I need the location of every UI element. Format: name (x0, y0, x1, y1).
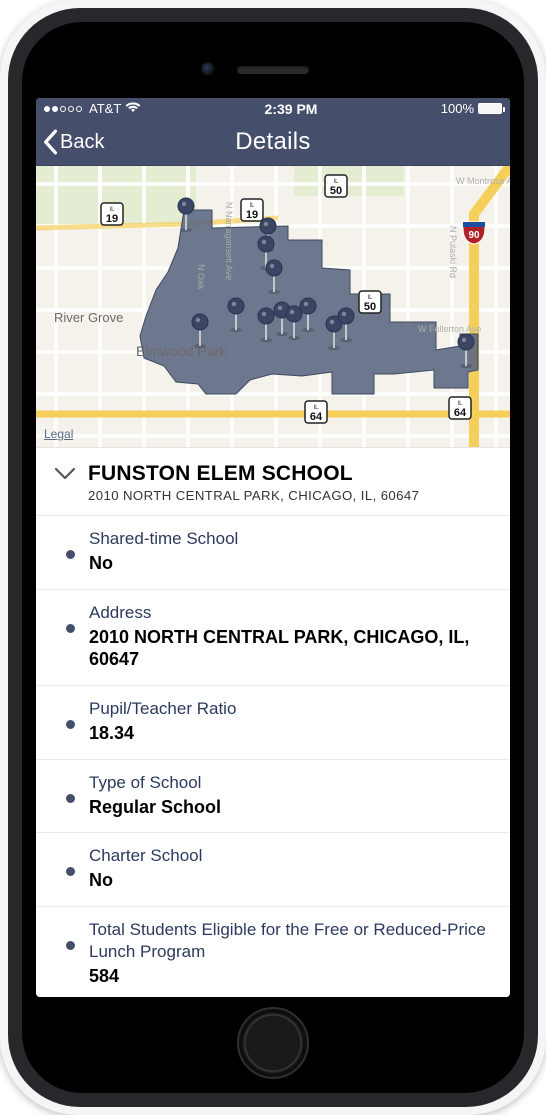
detail-value: No (89, 552, 494, 575)
map-view[interactable]: N Narragansett Ave N Oak N Pulaski Rd W Ful… (36, 166, 510, 448)
phone-frame-mid: AT&T 2:39 PM 100% Back (8, 8, 538, 1107)
bullet-icon (66, 720, 75, 729)
svg-text:64: 64 (310, 411, 323, 423)
school-address-subtitle: 2010 NORTH CENTRAL PARK, CHICAGO, IL, 60… (88, 488, 494, 503)
phone-bezel: AT&T 2:39 PM 100% Back (0, 0, 546, 1115)
school-title-block: FUNSTON ELEM SCHOOL 2010 NORTH CENTRAL P… (88, 462, 494, 503)
map-canvas: N Narragansett Ave N Oak N Pulaski Rd W Ful… (36, 166, 510, 448)
status-time: 2:39 PM (265, 101, 318, 117)
detail-row: Total Students Eligible for the Free or … (36, 907, 510, 997)
school-name: FUNSTON ELEM SCHOOL (88, 462, 494, 486)
detail-value: 18.34 (89, 722, 494, 745)
detail-label: Pupil/Teacher Ratio (89, 698, 494, 720)
detail-label: Charter School (89, 845, 494, 867)
home-button[interactable] (237, 1007, 309, 1079)
svg-text:N Pulaski Rd: N Pulaski Rd (448, 226, 458, 278)
wifi-icon (125, 101, 141, 116)
phone-frame-inner: AT&T 2:39 PM 100% Back (22, 22, 524, 1093)
detail-label: Address (89, 602, 494, 624)
back-button[interactable]: Back (36, 129, 104, 155)
svg-text:Elmwood Park: Elmwood Park (136, 343, 227, 359)
detail-row: Address2010 NORTH CENTRAL PARK, CHICAGO,… (36, 590, 510, 686)
detail-value: 584 (89, 965, 494, 988)
detail-label: Type of School (89, 772, 494, 794)
page-title: Details (36, 128, 510, 156)
bullet-icon (66, 867, 75, 876)
svg-text:River Grove: River Grove (54, 310, 123, 325)
bullet-icon (66, 624, 75, 633)
signal-dots-icon (44, 106, 82, 112)
bullet-icon (66, 794, 75, 803)
detail-value: Regular School (89, 796, 494, 819)
svg-text:50: 50 (330, 185, 342, 197)
detail-row: Shared-time SchoolNo (36, 516, 510, 590)
bullet-icon (66, 941, 75, 950)
earpiece-speaker-icon (237, 66, 309, 74)
detail-row: Pupil/Teacher Ratio18.34 (36, 686, 510, 760)
status-bar: AT&T 2:39 PM 100% (36, 98, 510, 120)
carrier-label: AT&T (89, 101, 121, 116)
details-list: Shared-time SchoolNoAddress2010 NORTH CE… (36, 516, 510, 997)
detail-value: No (89, 869, 494, 892)
svg-text:19: 19 (246, 209, 258, 221)
map-legal-link[interactable]: Legal (44, 427, 73, 441)
details-scroll[interactable]: FUNSTON ELEM SCHOOL 2010 NORTH CENTRAL P… (36, 448, 510, 997)
svg-text:N Narragansett Ave: N Narragansett Ave (224, 202, 234, 280)
svg-text:W Fullerton Ave: W Fullerton Ave (418, 324, 481, 334)
detail-row: Type of SchoolRegular School (36, 760, 510, 834)
detail-label: Shared-time School (89, 528, 494, 550)
chevron-down-icon (54, 466, 76, 487)
front-camera-icon (201, 62, 215, 76)
school-header-row[interactable]: FUNSTON ELEM SCHOOL 2010 NORTH CENTRAL P… (36, 448, 510, 516)
svg-text:19: 19 (106, 213, 118, 225)
detail-value: 2010 NORTH CENTRAL PARK, CHICAGO, IL, 60… (89, 626, 494, 671)
svg-text:W Montrose Ave: W Montrose Ave (456, 176, 510, 186)
status-right: 100% (441, 101, 502, 116)
svg-text:64: 64 (454, 407, 467, 419)
status-left: AT&T (44, 101, 141, 116)
bullet-icon (66, 550, 75, 559)
svg-text:50: 50 (364, 301, 376, 313)
chevron-left-icon (42, 129, 58, 155)
detail-label: Total Students Eligible for the Free or … (89, 919, 494, 963)
svg-text:N Oak: N Oak (196, 264, 206, 290)
nav-bar: Back Details (36, 120, 510, 167)
svg-text:90: 90 (468, 230, 480, 241)
battery-pct: 100% (441, 101, 474, 116)
back-label: Back (60, 131, 104, 154)
detail-row: Charter SchoolNo (36, 833, 510, 907)
screen: AT&T 2:39 PM 100% Back (36, 98, 510, 997)
battery-icon (478, 103, 502, 114)
